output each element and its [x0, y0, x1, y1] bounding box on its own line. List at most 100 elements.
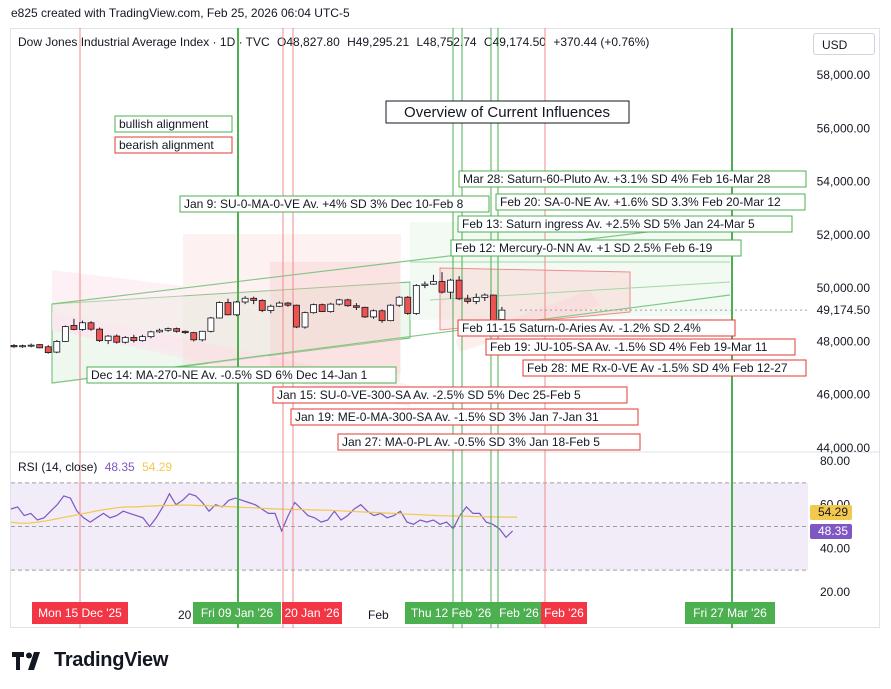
candle-body [275, 302, 283, 307]
candle [438, 272, 446, 294]
candle [412, 284, 420, 315]
influence-annotation-border [272, 386, 628, 404]
date-pill: Feb '26 [541, 602, 587, 624]
candle-body [19, 345, 26, 348]
candle [498, 306, 506, 322]
high-value: H49,295.21 [347, 35, 410, 49]
candle [241, 296, 249, 305]
candle-body [224, 302, 232, 316]
candle-body [216, 302, 223, 319]
rsi-ma-line [10, 504, 517, 524]
candle [344, 298, 352, 307]
rsi-tick-label: 20.00 [820, 585, 850, 599]
candle [387, 304, 395, 322]
candle-body [241, 297, 249, 303]
candle-body [79, 322, 86, 330]
candle-body [10, 345, 18, 348]
influence-annotation-border [450, 239, 742, 257]
candle [130, 334, 138, 343]
tradingview-logo[interactable]: TradingView [12, 648, 168, 672]
candle [275, 301, 283, 307]
influence-annotation-border [458, 170, 807, 188]
candle-body [27, 344, 35, 347]
candle [198, 330, 206, 342]
influence-annotation-text: Jan 15: SU-0-VE-300-SA Av. -2.5% SD 5% D… [277, 388, 581, 402]
candle-body [70, 325, 78, 330]
candle-body [421, 283, 429, 286]
rsi-ma-pill: 54.29 [810, 505, 852, 520]
influence-annotation: Feb 13: Saturn ingress Av. +2.5% SD 5% J… [457, 215, 793, 233]
time-tick-label: Feb [368, 608, 389, 622]
candle [447, 278, 454, 299]
influence-annotation: Dec 14: MA-270-NE Av. -0.5% SD 6% Dec 14… [86, 366, 397, 384]
candle [10, 344, 18, 348]
candle [318, 303, 326, 313]
candle [121, 336, 129, 344]
bearish-alignment-legend-text: bearish alignment [119, 138, 214, 152]
symbol-name: Dow Jones Industrial Average Index · 1D … [18, 35, 270, 49]
candle-body [233, 301, 240, 316]
candle [27, 343, 35, 348]
candle [190, 331, 198, 342]
rsi-band [11, 482, 808, 571]
rsi-value: 48.35 [104, 460, 135, 474]
candle [327, 302, 335, 313]
influence-annotation-border [290, 408, 639, 426]
candle [404, 296, 412, 315]
influence-annotation-border [86, 366, 397, 384]
candle [87, 321, 95, 331]
candle-body [156, 329, 163, 333]
candle [430, 274, 437, 285]
influence-annotation: Feb 12: Mercury-0-NN Av. +1 SD 2.5% Feb … [450, 239, 742, 257]
candle [464, 294, 472, 304]
currency-button[interactable]: USD [813, 33, 875, 55]
date-pill-text: Fri 27 Mar '26 [693, 606, 767, 620]
candle [284, 301, 292, 307]
influence-annotation-text: Mar 28: Saturn-60-Pluto Av. +3.1% SD 4% … [463, 172, 771, 186]
candle [250, 296, 258, 305]
rsi-legend[interactable]: RSI (14, close) 48.35 54.29 [18, 460, 172, 474]
candle-body [447, 279, 454, 293]
rsi-ma-pill-text: 54.29 [818, 505, 848, 519]
candle [53, 340, 61, 354]
title-box-text: Overview of Current Influences [404, 104, 610, 121]
influence-annotation-text: Dec 14: MA-270-NE Av. -0.5% SD 6% Dec 14… [91, 368, 368, 382]
date-pill-text: Feb '26 [544, 606, 584, 620]
influence-annotation: Jan 27: MA-0-PL Av. -0.5% SD 3% Jan 18-F… [337, 433, 641, 451]
trend-line-upper [51, 221, 731, 305]
candle-body [361, 306, 369, 318]
candle [224, 298, 232, 316]
rsi-value-pill: 48.35 [810, 524, 852, 539]
candle-body [335, 299, 343, 305]
rsi-ma-value: 54.29 [142, 460, 173, 474]
candle [104, 335, 112, 345]
date-pill-bg [282, 602, 342, 624]
price-tick-label: 54,000.00 [817, 175, 871, 189]
candle [395, 296, 403, 307]
rsi-tick-label: 80.00 [820, 454, 850, 468]
candle-body [293, 304, 300, 328]
date-pill-text: 20 Jan '26 [284, 606, 339, 620]
rsi-line [10, 492, 514, 539]
candle [173, 327, 181, 333]
date-pill-bg [496, 602, 542, 624]
influence-annotation-border [457, 319, 736, 337]
tradingview-logo-text: TradingView [54, 648, 169, 671]
candle-body [498, 309, 506, 320]
candle [455, 276, 463, 301]
influence-annotation-border [337, 433, 641, 451]
rsi-ma-pill-bg [810, 505, 852, 520]
influence-annotation: Feb 28: ME Rx-0-VE Av -1.5% SD 4% Feb 12… [522, 359, 807, 377]
candle [472, 293, 480, 305]
influence-annotation-text: Jan 19: ME-0-MA-300-SA Av. -1.5% SD 3% J… [295, 410, 599, 424]
candle-body [181, 330, 189, 334]
candle [44, 345, 52, 354]
candles [10, 272, 506, 354]
candle [113, 334, 121, 344]
candle-body [61, 326, 69, 342]
bearish-zone-jan-2 [270, 262, 400, 382]
price-tick-label: 46,000.00 [817, 388, 871, 402]
date-pill-bg [405, 602, 497, 624]
influence-annotation-text: Feb 12: Mercury-0-NN Av. +1 SD 2.5% Feb … [455, 241, 713, 255]
